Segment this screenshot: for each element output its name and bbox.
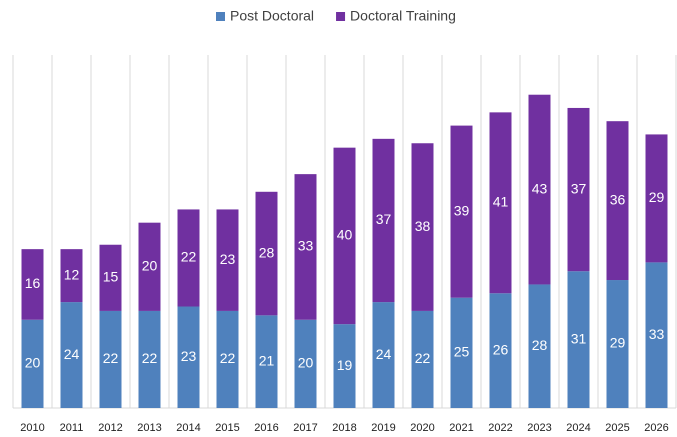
- bar-segment: [177, 209, 200, 307]
- x-tick-label: 2022: [488, 422, 512, 434]
- bar-segment: [333, 324, 356, 408]
- data-label: 29: [649, 189, 665, 205]
- legend-swatch: [336, 12, 346, 21]
- x-tick-label: 2020: [410, 422, 434, 434]
- bar-segment: [138, 310, 161, 408]
- bar-segment: [645, 134, 668, 263]
- bar-segment: [372, 138, 395, 303]
- data-label: 21: [259, 352, 275, 368]
- x-tick-label: 2016: [254, 422, 278, 434]
- legend-label: Post Doctoral: [230, 8, 314, 24]
- bar-segment: [216, 310, 239, 408]
- bar-segment: [450, 125, 473, 298]
- data-label: 22: [181, 249, 197, 265]
- x-tick-label: 2015: [215, 422, 239, 434]
- data-label: 20: [142, 258, 158, 274]
- bar-segment: [411, 310, 434, 408]
- x-tick-label: 2025: [605, 422, 629, 434]
- data-label: 22: [103, 350, 119, 366]
- data-label: 22: [220, 350, 236, 366]
- bar-segment: [489, 112, 512, 294]
- bar-segment: [528, 94, 551, 285]
- bar-segment: [567, 107, 590, 272]
- bar-segment: [60, 249, 83, 303]
- bar-segment: [255, 315, 278, 408]
- data-label: 20: [298, 355, 314, 371]
- data-label: 22: [142, 350, 158, 366]
- bar-segment: [411, 143, 434, 311]
- data-label: 37: [571, 180, 587, 196]
- x-tick-label: 2010: [20, 422, 44, 434]
- x-tick-label: 2024: [566, 422, 590, 434]
- data-label: 25: [454, 344, 470, 360]
- data-label: 22: [415, 350, 431, 366]
- x-tick-label: 2013: [137, 422, 161, 434]
- data-label: 19: [337, 357, 353, 373]
- data-label: 12: [64, 266, 80, 282]
- data-label: 23: [181, 348, 197, 364]
- bar-segment: [60, 302, 83, 408]
- bar-segment: [138, 222, 161, 311]
- bar-segment: [450, 297, 473, 408]
- bar-segment: [528, 284, 551, 408]
- x-tick-label: 2023: [527, 422, 551, 434]
- bar-segment: [21, 319, 44, 408]
- bar-segment: [177, 306, 200, 408]
- bar-segment: [567, 271, 590, 408]
- bar-segment: [216, 209, 239, 311]
- data-label: 20: [25, 355, 41, 371]
- data-label: 23: [220, 251, 236, 267]
- bar-segment: [606, 280, 629, 408]
- bar-segment: [372, 302, 395, 408]
- bar-segment: [21, 249, 44, 320]
- data-label: 33: [298, 238, 314, 254]
- data-label: 31: [571, 330, 587, 346]
- data-label: 38: [415, 218, 431, 234]
- x-tick-label: 2021: [449, 422, 473, 434]
- data-label: 41: [493, 194, 509, 210]
- data-label: 15: [103, 269, 119, 285]
- legend-swatch: [216, 12, 225, 21]
- x-tick-label: 2011: [60, 422, 84, 434]
- data-label: 28: [532, 337, 548, 353]
- x-tick-label: 2012: [98, 422, 122, 434]
- data-label: 16: [25, 275, 41, 291]
- bar-segment: [645, 262, 668, 408]
- data-label: 39: [454, 202, 470, 218]
- data-label: 28: [259, 244, 275, 260]
- bar-segment: [99, 244, 122, 311]
- bar-segment: [333, 147, 356, 325]
- x-tick-label: 2017: [293, 422, 317, 434]
- data-label: 33: [649, 326, 665, 342]
- data-label: 37: [376, 211, 392, 227]
- bar-segment: [606, 121, 629, 281]
- data-label: 36: [610, 191, 626, 207]
- bar-segment: [99, 310, 122, 408]
- data-label: 24: [64, 346, 80, 362]
- data-label: 43: [532, 180, 548, 196]
- x-tick-label: 2026: [644, 422, 668, 434]
- bar-segment: [294, 174, 317, 320]
- data-label: 29: [610, 335, 626, 351]
- data-label: 24: [376, 346, 392, 362]
- bar-segment: [255, 191, 278, 316]
- bar-segment: [294, 319, 317, 408]
- bar-segment: [489, 293, 512, 408]
- x-tick-label: 2014: [176, 422, 200, 434]
- data-label: 26: [493, 341, 509, 357]
- data-label: 40: [337, 227, 353, 243]
- x-tick-label: 2018: [332, 422, 356, 434]
- legend-label: Doctoral Training: [350, 8, 456, 24]
- x-tick-label: 2019: [371, 422, 395, 434]
